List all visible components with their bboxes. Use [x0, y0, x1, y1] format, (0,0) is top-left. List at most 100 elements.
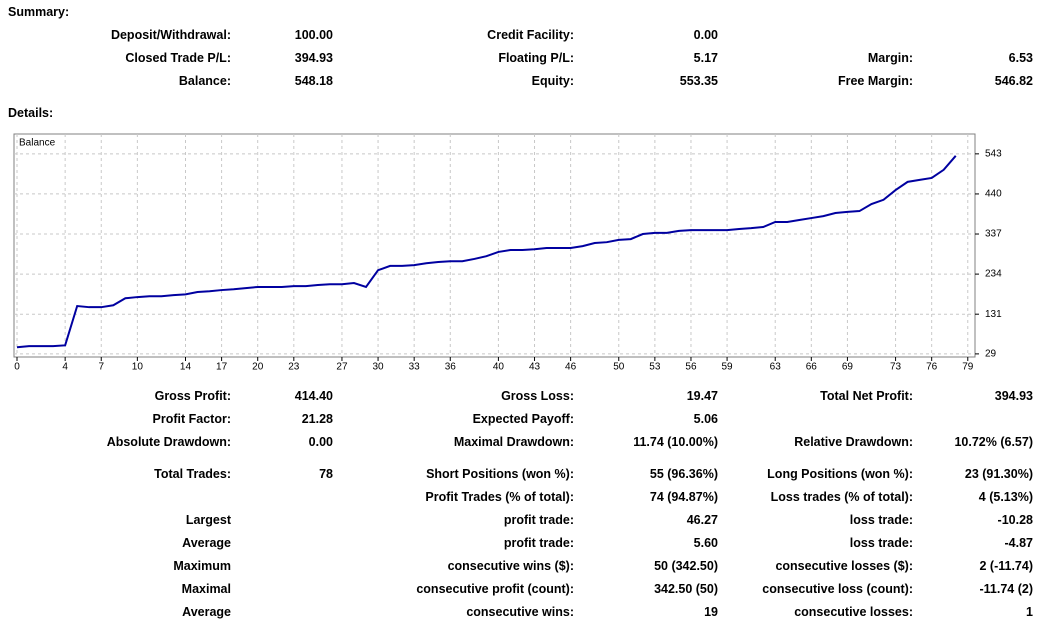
y-tick-label: 29 [985, 349, 997, 360]
field-label: Expected Payoff: [472, 412, 574, 426]
x-tick-label: 10 [132, 362, 144, 373]
x-tick-label: 36 [445, 362, 457, 373]
field-label: consecutive wins ($): [447, 559, 574, 573]
field-label: Total Net Profit: [820, 389, 913, 403]
field-label: Maximum [173, 559, 231, 573]
x-tick-label: 76 [926, 362, 938, 373]
field-value: 46.27 [686, 513, 718, 527]
field-label: Short Positions (won %): [426, 467, 574, 481]
x-tick-label: 63 [770, 362, 782, 373]
field-value: 342.50 (50) [654, 582, 718, 596]
field-label: Margin: [867, 51, 913, 65]
x-tick-label: 4 [62, 362, 68, 373]
field-value: 5.60 [693, 536, 718, 550]
field-value: 548.18 [294, 74, 333, 88]
field-value: 74 (94.87%) [649, 490, 718, 504]
field-value: -10.28 [997, 513, 1033, 527]
x-tick-label: 53 [649, 362, 661, 373]
field-label: Credit Facility: [487, 28, 574, 42]
field-label: consecutive losses ($): [775, 559, 913, 573]
x-tick-label: 69 [842, 362, 854, 373]
field-value: 19 [704, 605, 718, 619]
x-tick-label: 56 [685, 362, 697, 373]
field-label: Gross Loss: [501, 389, 574, 403]
field-value: 50 (342.50) [654, 559, 718, 573]
field-label: Free Margin: [837, 74, 913, 88]
field-value: -4.87 [1004, 536, 1034, 550]
field-label: Average [182, 536, 231, 550]
field-value: 553.35 [679, 74, 718, 88]
field-label: Total Trades: [154, 467, 231, 481]
field-label: Relative Drawdown: [794, 435, 913, 449]
field-value: 55 (96.36%) [649, 467, 718, 481]
x-tick-label: 59 [722, 362, 734, 373]
field-value: -11.74 (2) [979, 582, 1033, 596]
x-tick-label: 14 [180, 362, 192, 373]
field-label: consecutive profit (count): [416, 582, 574, 596]
x-tick-label: 20 [252, 362, 264, 373]
field-label: profit trade: [503, 536, 574, 550]
field-value: 1 [1026, 605, 1033, 619]
field-value: 414.40 [294, 389, 333, 403]
field-label: Profit Trades (% of total): [425, 490, 574, 504]
field-label: Balance: [178, 74, 231, 88]
field-label: Average [182, 605, 231, 619]
field-value: 4 (5.13%) [978, 490, 1033, 504]
field-label: Long Positions (won %): [767, 467, 913, 481]
x-tick-label: 79 [962, 362, 974, 373]
x-tick-label: 0 [14, 362, 20, 373]
x-tick-label: 23 [288, 362, 300, 373]
x-tick-label: 73 [890, 362, 902, 373]
y-tick-label: 440 [985, 189, 1002, 200]
details-title: Details: [8, 106, 54, 120]
x-tick-label: 7 [98, 362, 104, 373]
chart-label: Balance [19, 138, 56, 149]
field-label: Gross Profit: [154, 389, 231, 403]
x-tick-label: 17 [216, 362, 228, 373]
field-value: 546.82 [994, 74, 1033, 88]
field-label: Maximal [181, 582, 231, 596]
field-value: 394.93 [294, 51, 333, 65]
y-tick-label: 543 [985, 148, 1002, 159]
field-value: 11.74 (10.00%) [633, 435, 718, 449]
x-tick-label: 43 [529, 362, 541, 373]
x-tick-label: 27 [336, 362, 348, 373]
x-tick-label: 30 [372, 362, 384, 373]
y-tick-label: 234 [985, 269, 1002, 280]
field-label: Loss trades (% of total): [770, 490, 913, 504]
field-value: 5.17 [693, 51, 718, 65]
y-tick-label: 131 [985, 309, 1002, 320]
x-tick-label: 40 [493, 362, 505, 373]
field-label: loss trade: [849, 536, 913, 550]
field-label: Maximal Drawdown: [453, 435, 574, 449]
chart-frame [13, 133, 976, 358]
field-label: Equity: [531, 74, 574, 88]
field-value: 5.06 [693, 412, 718, 426]
field-value: 21.28 [301, 412, 333, 426]
field-value: 0.00 [308, 435, 333, 449]
field-value: 100.00 [294, 28, 333, 42]
x-tick-label: 50 [613, 362, 625, 373]
field-value: 0.00 [693, 28, 718, 42]
field-label: Deposit/Withdrawal: [110, 28, 231, 42]
field-label: Absolute Drawdown: [106, 435, 231, 449]
field-label: profit trade: [503, 513, 574, 527]
x-tick-label: 33 [409, 362, 421, 373]
field-label: consecutive loss (count): [762, 582, 913, 596]
balance-line [16, 155, 957, 349]
field-value: 10.72% (6.57) [954, 435, 1033, 449]
field-label: consecutive wins: [466, 605, 574, 619]
field-value: 2 (-11.74) [979, 559, 1033, 573]
y-tick-label: 337 [985, 229, 1002, 240]
field-value: 6.53 [1008, 51, 1033, 65]
field-value: 78 [319, 467, 333, 481]
balance-chart: Balance 29 131 234 337 440 543 0 4 7 10 14 17 20 23 27… [13, 133, 1002, 373]
field-value: 23 (91.30%) [964, 467, 1033, 481]
summary-title: Summary: [8, 5, 70, 19]
field-label: Closed Trade P/L: [125, 51, 231, 65]
field-label: Largest [185, 513, 231, 527]
field-label: Floating P/L: [498, 51, 574, 65]
x-tick-label: 66 [806, 362, 818, 373]
x-tick-label: 46 [565, 362, 577, 373]
